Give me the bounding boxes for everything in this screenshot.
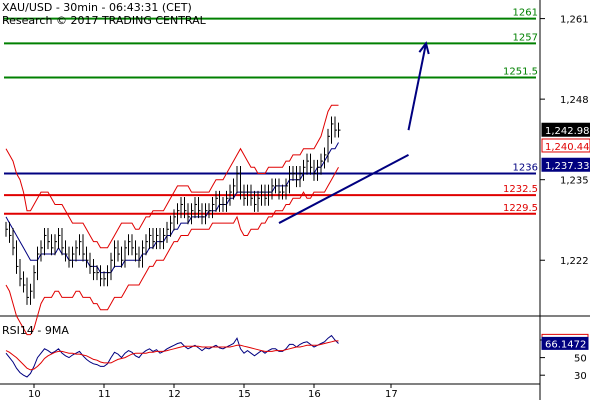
time-axis-ticks: 10 11 12 15 16 17 [28,384,398,400]
upper-band-line [5,104,339,249]
rsi-series-0 [5,334,339,378]
rsi-panel-title: RSI14 - 9MA [2,324,69,337]
rsi-tick-label: 30 [574,371,587,382]
price-axis-ticks: 1,261 1,248 1,235 1,222 [540,15,589,267]
moving-average-line [5,142,339,274]
chart-title: XAU/USD - 30min - 06:43:31 (CET) [2,1,192,14]
level-label-res-1257: 1257 [513,32,538,43]
rsi-tag-box [541,336,589,350]
support-resistance-levels: 1261 1257 1251.5 1236 1232.5 1229.5 [4,8,538,215]
trend-annotations [278,41,430,224]
rsi-lines [5,334,339,378]
level-label-sup-1229-5: 1229.5 [503,203,538,214]
price-tag-label: 1,242.98 [545,126,590,137]
time-tick-label: 10 [28,389,41,400]
projection-arrow-head [418,41,430,55]
level-label-res-1261: 1261 [513,8,538,19]
lower-band-line [5,167,339,336]
price-tick-label: 1,235 [560,176,589,187]
time-tick-label: 17 [385,389,398,400]
support-trendline [278,154,409,224]
price-tag-box [541,138,590,153]
price-tick-label: 1,222 [560,256,589,267]
rsi-tick-label: 50 [574,354,587,365]
rsi-series-1 [5,340,339,371]
price-tag-label: 1,240.44 [545,142,590,153]
time-tick-label: 11 [98,389,111,400]
price-tick-label: 1,261 [560,15,589,26]
price-tags: 1,242.98 1,240.44 1,237.33 [541,122,590,172]
level-label-res-1251-5: 1251.5 [503,66,538,77]
rsi-value-tags: 69.579366.1472 [541,333,589,350]
level-label-sup-1232-5: 1232.5 [503,184,538,195]
level-label-pivot-1236: 1236 [513,162,538,173]
price-tag-label: 1,237.33 [545,161,590,172]
price-tick-label: 1,248 [560,95,589,106]
projection-arrow-line [407,43,427,131]
bollinger-bands [5,104,339,336]
time-tick-label: 12 [168,389,181,400]
price-bars [5,116,341,305]
time-tick-label: 15 [238,389,251,400]
price-tag-box [541,157,590,172]
time-tick-label: 16 [308,389,321,400]
rsi-tag-label: 66.1472 [545,339,586,350]
price-tag-box [541,122,590,137]
chart-subtitle: Research © 2017 TRADING CENTRAL [2,14,207,27]
